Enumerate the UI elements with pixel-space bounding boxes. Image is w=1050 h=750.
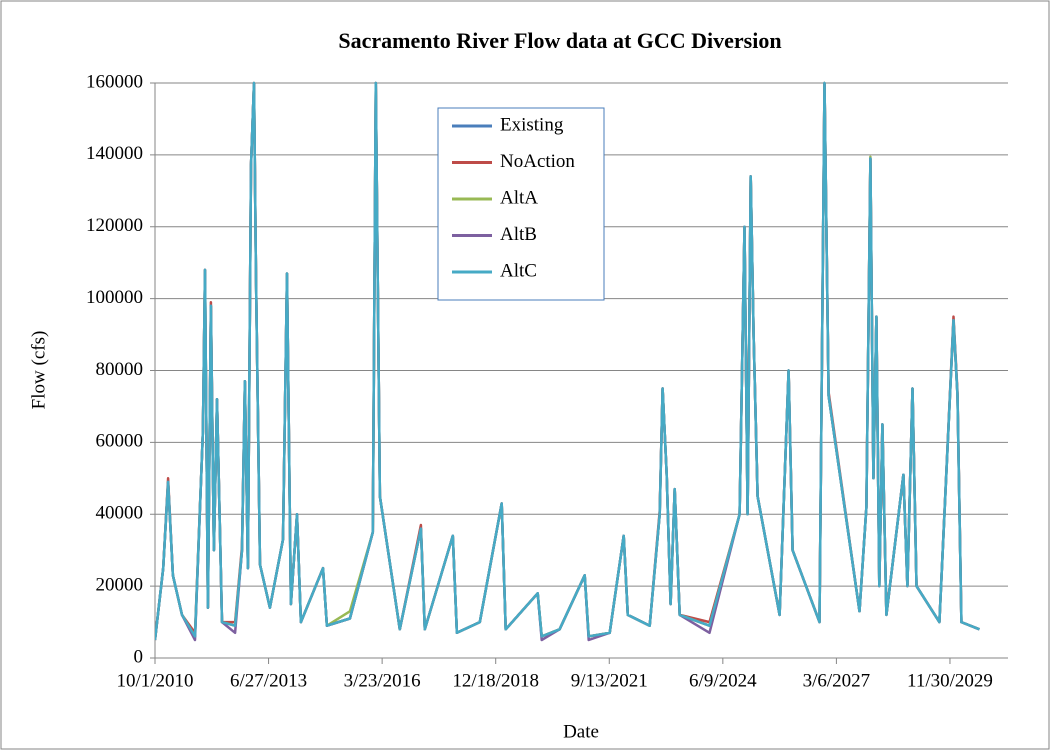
- series-line: [155, 81, 980, 641]
- y-tick-label: 120000: [86, 215, 143, 236]
- y-tick-label: 100000: [86, 287, 143, 308]
- legend-label: NoAction: [500, 151, 575, 172]
- y-tick-label: 60000: [96, 431, 144, 452]
- y-axis-label: Flow (cfs): [28, 331, 49, 410]
- x-tick-label: 10/1/2010: [116, 670, 193, 691]
- legend-label: AltC: [500, 260, 537, 281]
- x-tick-label: 6/9/2024: [689, 670, 757, 691]
- legend-box: [437, 107, 605, 301]
- x-tick-label: 6/27/2013: [230, 670, 307, 691]
- y-tick-label: 140000: [86, 143, 143, 164]
- chart-title: Sacramento River Flow data at GCC Divers…: [338, 28, 781, 53]
- x-tick-label: 3/6/2027: [803, 670, 871, 691]
- x-tick-label: 9/13/2021: [571, 670, 648, 691]
- y-tick-label: 160000: [86, 71, 143, 92]
- y-tick-label: 20000: [96, 574, 144, 595]
- y-tick-label: 80000: [96, 359, 144, 380]
- x-tick-label: 3/23/2016: [344, 670, 421, 691]
- y-tick-label: 40000: [96, 503, 144, 524]
- legend-label: AltB: [500, 224, 537, 245]
- legend-label: AltA: [500, 187, 538, 208]
- legend-label: Existing: [500, 114, 564, 135]
- y-tick-label: 0: [134, 646, 144, 667]
- x-tick-label: 11/30/2029: [907, 670, 993, 691]
- x-axis-label: Date: [563, 721, 599, 742]
- x-tick-label: 12/18/2018: [452, 670, 539, 691]
